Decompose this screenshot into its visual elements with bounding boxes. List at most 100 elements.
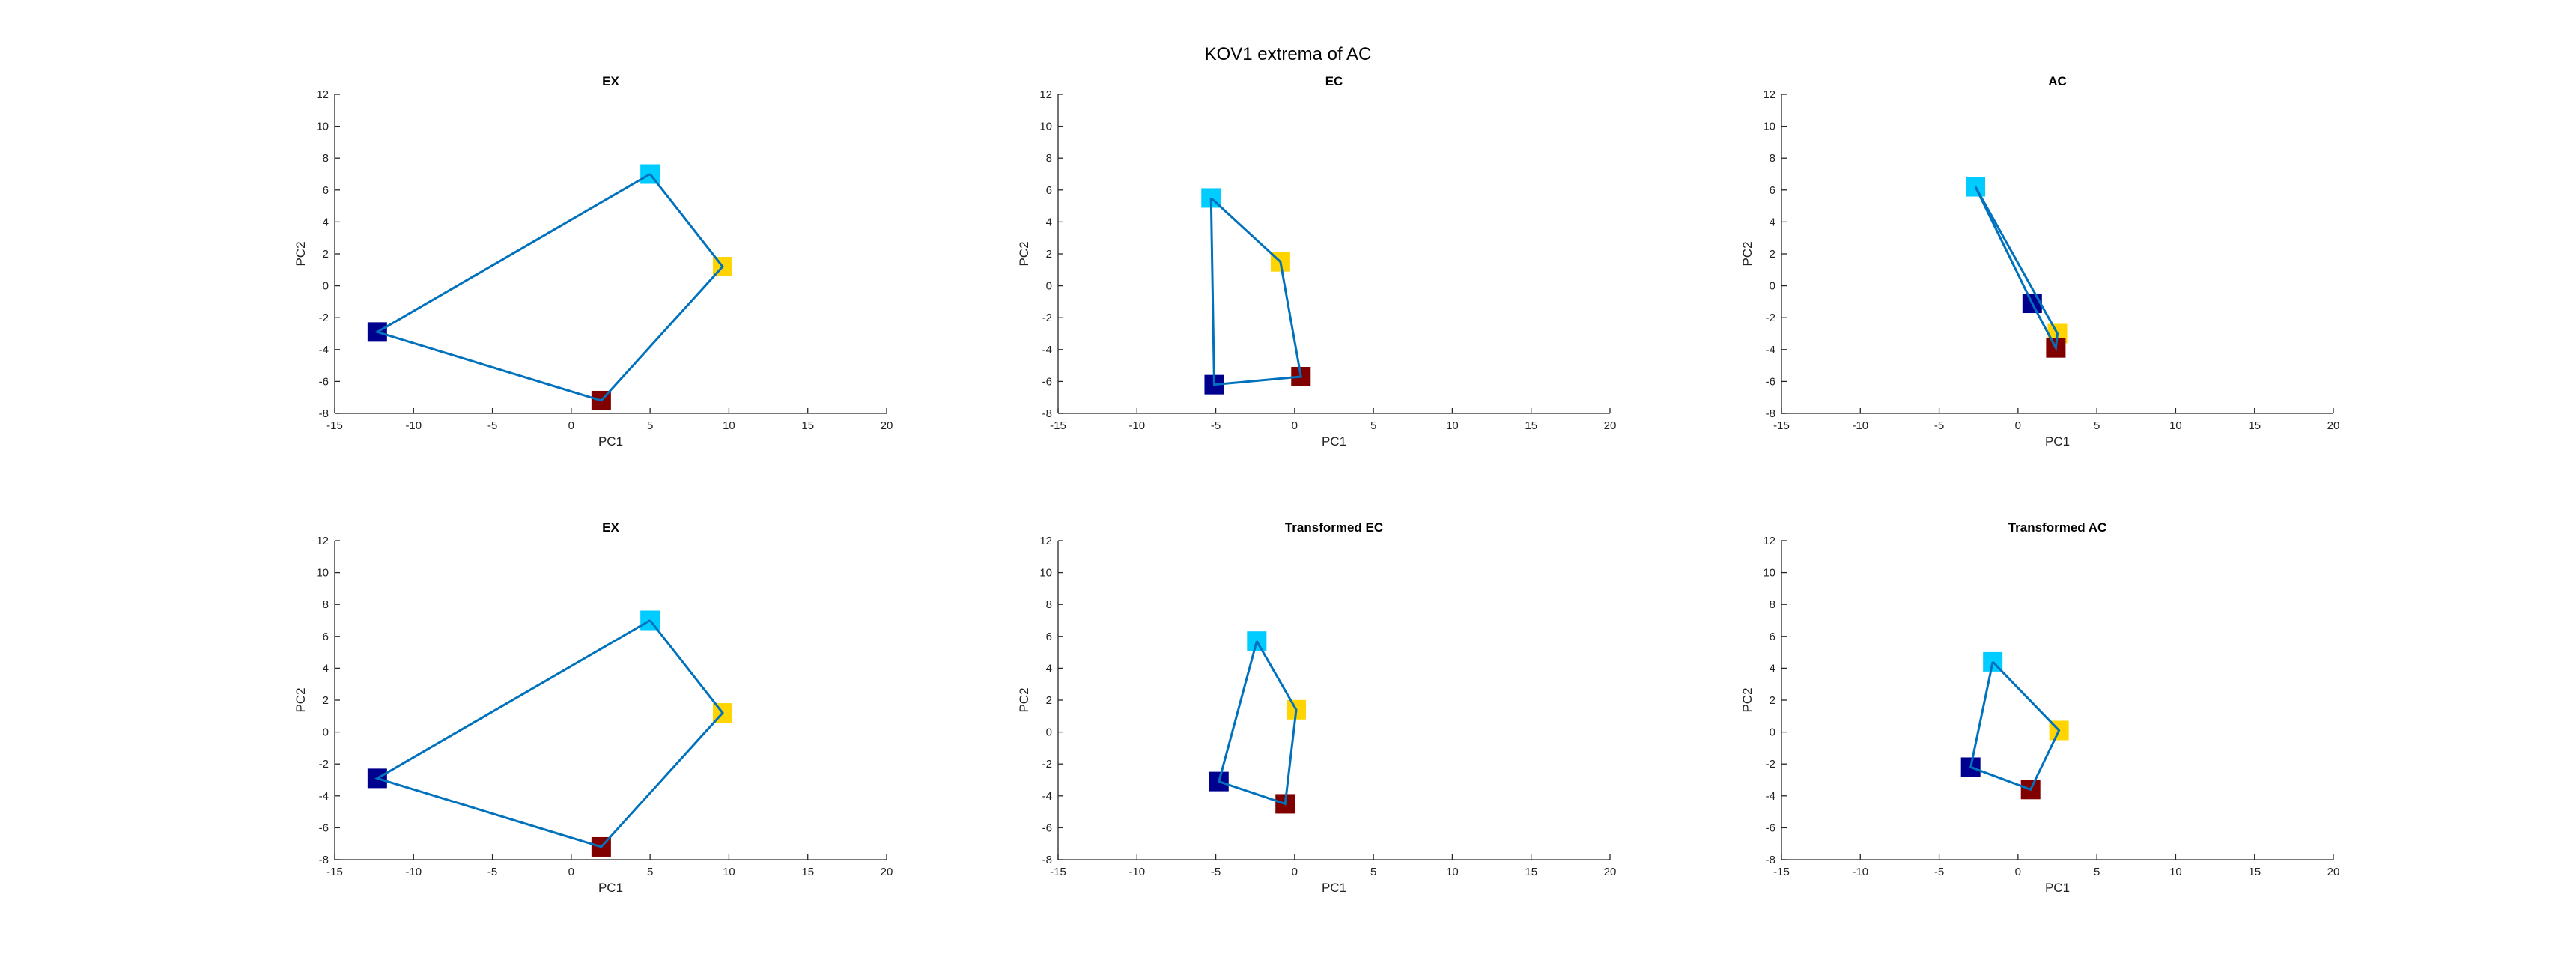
subplot-6: -15 -10 -5 0 5 10 15 20 -8 -6 -4 -2 0 2 4 6 8 10 12 Transfo… [1740, 520, 2339, 895]
y-tick-label: 6 [1046, 184, 1052, 197]
x-tick-label: -5 [1934, 866, 1944, 878]
y-tick-label: -4 [319, 344, 329, 356]
y-tick-label: 4 [323, 662, 329, 675]
y-tick-label: 6 [1770, 631, 1775, 643]
y-tick-label: -6 [1042, 375, 1052, 388]
y-tick-label: 6 [323, 631, 329, 643]
y-tick-label: 12 [1763, 535, 1775, 547]
y-tick-label: 12 [1039, 535, 1052, 547]
y-tick-label: -2 [1042, 312, 1052, 324]
y-tick-label: 6 [1770, 184, 1775, 197]
y-tick-label: 8 [323, 598, 329, 611]
x-tick-label: -10 [1852, 419, 1868, 432]
x-tick-label: -10 [1852, 866, 1868, 878]
series-line [1969, 660, 2061, 792]
y-tick-label: 10 [1039, 121, 1052, 133]
x-tick-label: 20 [881, 866, 893, 878]
subplot-title: AC [2048, 74, 2067, 88]
y-tick-label: 0 [1046, 726, 1052, 739]
x-tick-label: -15 [1050, 866, 1066, 878]
y-tick-label: 4 [323, 216, 329, 228]
y-tick-label: -4 [1766, 344, 1775, 356]
series-line [1209, 197, 1303, 386]
y-tick-label: 10 [1763, 121, 1775, 133]
x-tick-label: -15 [326, 866, 343, 878]
y-tick-label: 8 [1770, 152, 1775, 165]
x-tick-label: 0 [1292, 419, 1298, 432]
y-axis-label: PC2 [1740, 687, 1755, 712]
subplot-1: -15 -10 -5 0 5 10 15 20 -8 -6 -4 -2 0 2 4 6 8 10 12 EX PC1 PC… [294, 74, 893, 449]
x-tick-label: 0 [2015, 419, 2021, 432]
y-tick-label: 12 [1039, 88, 1052, 101]
y-tick-label: -2 [1042, 758, 1052, 771]
subplot-title: EC [1325, 74, 1343, 88]
y-tick-label: -8 [319, 854, 329, 866]
y-axis-label: PC2 [294, 687, 308, 712]
subplot-title: Transformed EC [1285, 520, 1383, 535]
x-axis-label: PC1 [1322, 881, 1346, 895]
y-tick-label: 4 [1770, 662, 1775, 675]
x-tick-label: 5 [647, 866, 653, 878]
y-tick-label: 0 [1046, 280, 1052, 293]
y-tick-label: 10 [1039, 567, 1052, 580]
x-tick-label: 20 [881, 419, 893, 432]
y-axis-label: PC2 [1017, 241, 1031, 266]
y-tick-label: 8 [1046, 152, 1052, 165]
x-tick-label: 15 [1525, 866, 1537, 878]
x-tick-label: 5 [647, 419, 653, 432]
x-tick-label: 5 [2094, 419, 2100, 432]
x-tick-label: 10 [723, 419, 735, 432]
x-tick-label: 0 [1292, 866, 1298, 878]
x-tick-label: -5 [487, 866, 497, 878]
series-line [1974, 186, 2059, 352]
y-tick-label: -6 [1766, 821, 1775, 834]
x-tick-label: -15 [326, 419, 343, 432]
y-tick-label: 8 [323, 152, 329, 165]
y-tick-label: 4 [1046, 216, 1052, 228]
y-tick-label: -8 [1042, 407, 1052, 420]
x-tick-label: -5 [1934, 419, 1944, 432]
y-tick-label: -4 [319, 790, 329, 803]
y-tick-label: 0 [1770, 280, 1775, 293]
y-axis-label: PC2 [1017, 687, 1031, 712]
y-tick-label: -6 [1042, 821, 1052, 834]
y-tick-label: 10 [316, 567, 329, 580]
y-tick-label: 6 [1046, 631, 1052, 643]
x-axis-label: PC1 [1322, 434, 1346, 449]
y-tick-label: 6 [323, 184, 329, 197]
x-tick-label: 0 [2015, 866, 2021, 878]
y-tick-label: 2 [1770, 248, 1775, 261]
x-tick-label: 10 [723, 866, 735, 878]
y-tick-label: 4 [1046, 662, 1052, 675]
y-tick-label: -2 [319, 758, 329, 771]
x-tick-label: 20 [2327, 866, 2340, 878]
y-tick-label: 2 [1046, 248, 1052, 261]
x-tick-label: -10 [405, 419, 422, 432]
x-tick-label: 10 [2169, 419, 2182, 432]
y-tick-label: -8 [1766, 407, 1775, 420]
subplot-title: EX [602, 520, 619, 535]
x-tick-label: -10 [1128, 866, 1145, 878]
x-tick-label: 15 [801, 866, 814, 878]
subplot-title: EX [602, 74, 619, 88]
series-line [374, 173, 724, 402]
y-tick-label: 0 [323, 280, 329, 293]
series-line [1217, 640, 1298, 806]
y-tick-label: 8 [1046, 598, 1052, 611]
y-tick-label: -8 [1766, 854, 1775, 866]
x-tick-label: 20 [2327, 419, 2340, 432]
y-tick-label: -4 [1042, 790, 1052, 803]
x-tick-label: 20 [1604, 866, 1617, 878]
x-tick-label: 10 [1446, 866, 1459, 878]
subplot-3: -15 -10 -5 0 5 10 15 20 -8 -6 -4 -2 0 2 4 6 8 10 12 AC PC1 PC… [1740, 74, 2339, 449]
subplot-4: -15 -10 -5 0 5 10 15 20 -8 -6 -4 -2 0 2 4 6 8 10 12 EX PC1 PC… [294, 520, 893, 895]
x-axis-label: PC1 [598, 434, 623, 449]
y-tick-label: -6 [319, 821, 329, 834]
x-tick-label: -5 [1211, 866, 1221, 878]
x-tick-label: -10 [1128, 419, 1145, 432]
y-tick-label: 10 [1763, 567, 1775, 580]
y-tick-label: -8 [319, 407, 329, 420]
y-tick-label: -4 [1042, 344, 1052, 356]
x-tick-label: -15 [1773, 419, 1790, 432]
